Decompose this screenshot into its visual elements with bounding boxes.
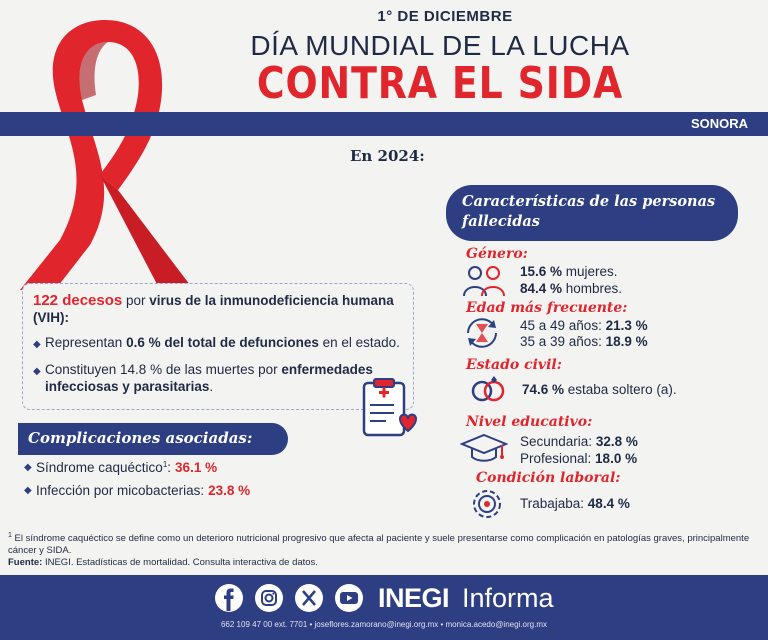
footnote-source: Fuente: INEGI. Estadísticas de mortalida…	[8, 557, 763, 569]
gear-icon	[473, 490, 501, 518]
people-icon	[463, 266, 505, 297]
deaths-count: 122 decesos	[33, 292, 123, 309]
genero-men-value: 84.4 %	[520, 281, 563, 296]
laboral-line1: Trabajaba: 48.4 %	[520, 496, 630, 511]
genero-line1: 15.6 % mujeres.	[520, 264, 618, 279]
deaths-cause: virus de la inmunodeficiencia humana (VI…	[33, 293, 394, 325]
laboral-value: 48.4 %	[587, 496, 630, 511]
complication-2-label: Infección por micobacterias:	[36, 483, 205, 498]
genero-women-value: 15.6 %	[520, 264, 563, 279]
complication-1-colon: :	[167, 460, 172, 475]
edad-value2: 18.9 %	[605, 334, 648, 349]
header-title-line1: DÍA MUNDIAL DE LA LUCHA	[250, 30, 630, 61]
complication-1-sup: 1	[162, 460, 168, 469]
complication-1-value: 36.1 %	[175, 460, 218, 475]
bullet1-bold: 0.6 % del total de defunciones	[126, 335, 319, 350]
edad-line2: 35 a 39 años: 18.9 %	[520, 334, 648, 349]
brand-inegi: INEGI	[378, 583, 450, 613]
edad-line1: 45 a 49 años: 21.3 %	[520, 318, 648, 333]
bullet2-post: .	[209, 379, 214, 394]
complication-2: ◆ Infección por micobacterias: 23.8 %	[24, 483, 250, 498]
footnote-text: El síndrome caquéctico se define como un…	[8, 533, 750, 557]
hourglass-cycle-icon	[467, 318, 497, 348]
characteristics-title: Características de las personas fallecid…	[446, 185, 738, 241]
brand-informa: Informa	[462, 583, 554, 613]
characteristics-title-line2: fallecidas	[462, 213, 540, 230]
civil-text: estaba soltero (a).	[564, 382, 677, 397]
genero-men-label: hombres.	[562, 281, 623, 296]
year-label: En 2024:	[350, 147, 425, 165]
header-title-line2: CONTRA EL SIDA	[256, 58, 624, 109]
complications-title: Complicaciones asociadas:	[18, 423, 288, 455]
complication-2-value: 23.8 %	[208, 483, 251, 498]
region-label: SONORA	[690, 116, 748, 131]
genero-label: Género:	[466, 246, 528, 262]
educativo-secundaria-value: 32.8 %	[595, 434, 638, 449]
source-label: Fuente:	[8, 557, 43, 569]
educativo-line2: Profesional: 18.0 %	[520, 451, 637, 466]
red-ribbon-icon	[20, 20, 190, 290]
diamond-bullet-icon: ◆	[33, 339, 41, 350]
educativo-profesional-value: 18.0 %	[595, 451, 638, 466]
deaths-text-pre: por	[122, 293, 150, 308]
civil-line1: 74.6 % estaba soltero (a).	[522, 382, 677, 397]
youtube-icon[interactable]	[334, 583, 364, 613]
educativo-secundaria: Secundaria:	[520, 434, 596, 449]
deaths-headline: 122 decesos por virus de la inmunodefici…	[33, 292, 403, 326]
bullet2-pre: Constituyen 14.8 % de las muertes por	[45, 362, 282, 377]
clipboard-medical-icon	[362, 378, 418, 437]
civil-label: Estado civil:	[466, 357, 562, 373]
genero-women-label: mujeres.	[562, 264, 618, 279]
header-date: 1° DE DICIEMBRE	[377, 8, 513, 25]
complication-1-label: Síndrome caquéctico	[36, 460, 163, 475]
complication-1: ◆ Síndrome caquéctico 1: 36.1 %	[24, 460, 217, 475]
edad-range1: 45 a 49 años:	[520, 318, 606, 333]
contact-info: 662 109 47 00 ext. 7701 • joseflores.zam…	[220, 620, 548, 629]
source-text: INEGI. Estadísticas de mortalidad. Consu…	[42, 557, 318, 569]
x-icon[interactable]	[294, 583, 324, 613]
educativo-profesional: Profesional:	[520, 451, 596, 466]
deaths-bullet-2: ◆ Constituyen 14.8 % de las muertes por …	[33, 361, 403, 395]
footer-bar	[0, 575, 768, 640]
bullet1-post: en el estado.	[318, 335, 400, 350]
educativo-label: Nivel educativo:	[466, 414, 593, 430]
edad-range2: 35 a 39 años:	[520, 334, 606, 349]
laboral-text: Trabajaba:	[520, 496, 588, 511]
bullet2-bold: enfermedades infecciosas y parasitarias	[45, 362, 373, 394]
graduation-cap-icon	[460, 433, 508, 462]
edad-label: Edad más frecuente:	[466, 300, 628, 316]
diamond-bullet-icon: ◆	[24, 462, 32, 473]
region-bar	[0, 112, 768, 136]
educativo-line1: Secundaria: 32.8 %	[520, 434, 638, 449]
facebook-icon[interactable]	[214, 583, 244, 613]
diamond-bullet-icon: ◆	[24, 485, 32, 496]
edad-value1: 21.3 %	[605, 318, 648, 333]
laboral-label: Condición laboral:	[476, 470, 621, 486]
instagram-icon[interactable]	[254, 583, 284, 613]
footnote-sup: 1	[8, 532, 12, 539]
footnote: 1 El síndrome caquéctico se define como …	[8, 530, 763, 569]
bullet1-pre: Representan	[45, 335, 127, 350]
footnote-definition: 1 El síndrome caquéctico se define como …	[8, 530, 763, 557]
deaths-box: 122 decesos por virus de la inmunodefici…	[22, 283, 414, 410]
genero-line2: 84.4 % hombres.	[520, 281, 622, 296]
diamond-bullet-icon: ◆	[33, 366, 41, 377]
rings-icon	[471, 376, 505, 402]
deaths-bullet-1: ◆ Representan 0.6 % del total de defunci…	[33, 334, 403, 353]
characteristics-title-line1: Características de las personas	[462, 193, 716, 210]
civil-value: 74.6 %	[522, 382, 565, 397]
